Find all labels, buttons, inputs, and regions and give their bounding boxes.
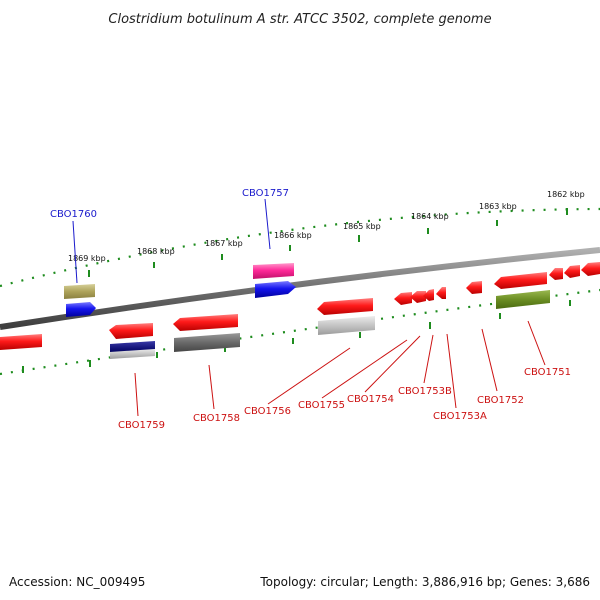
gene-label-minus[interactable]: CBO1755 xyxy=(298,400,345,411)
cds-feature-cbo1756[interactable] xyxy=(318,316,375,335)
gene-arrow[interactable] xyxy=(549,268,563,280)
gene-label-plus[interactable]: CBO1757 xyxy=(242,188,289,199)
gene-label-minus[interactable]: CBO1759 xyxy=(118,420,165,431)
gene-arrow[interactable] xyxy=(581,262,600,276)
label-leaders xyxy=(72,198,546,417)
gene-arrow[interactable] xyxy=(0,334,42,350)
map-title: Clostridium botulinum A str. ATCC 3502, … xyxy=(108,12,491,27)
gene-label-minus[interactable]: CBO1753A xyxy=(433,411,487,422)
plus-strand-features xyxy=(64,263,296,317)
gene-arrow-cbo1756[interactable] xyxy=(317,298,373,315)
scale-label: 1862 kbp xyxy=(547,190,585,199)
scale-label: 1865 kbp xyxy=(343,222,381,231)
gene-arrow-cbo1755[interactable] xyxy=(394,292,412,305)
gene-label-minus[interactable]: CBO1758 xyxy=(193,413,240,424)
accession-label: Accession: NC_009495 xyxy=(9,575,145,589)
gene-arrow-cbo1752[interactable] xyxy=(466,281,482,294)
scale-label: 1866 kbp xyxy=(274,231,312,240)
scale-label: 1868 kbp xyxy=(137,247,175,256)
genome-summary: Topology: circular; Length: 3,886,916 bp… xyxy=(259,575,590,589)
cds-feature-cbo1760[interactable] xyxy=(64,284,95,299)
gene-arrow-cbo1753b[interactable] xyxy=(423,289,434,301)
cds-feature-cbo1759-lower[interactable] xyxy=(110,349,155,359)
gene-label-minus[interactable]: CBO1753B xyxy=(398,386,452,397)
scale-ticks-outer xyxy=(88,208,568,277)
cds-feature-cbo1758[interactable] xyxy=(174,333,240,352)
gene-label-minus[interactable]: CBO1756 xyxy=(244,406,291,417)
gene-arrow-cbo1760[interactable] xyxy=(66,302,96,317)
scale-label: 1869 kbp xyxy=(68,254,106,263)
gene-arrow[interactable] xyxy=(564,265,580,278)
gene-arrow-cbo1758[interactable] xyxy=(173,314,238,331)
gene-label-minus[interactable]: CBO1751 xyxy=(524,367,571,378)
gene-arrow-cbo1753a[interactable] xyxy=(436,287,446,299)
gene-label-plus[interactable]: CBO1760 xyxy=(50,209,97,220)
minus-strand-features xyxy=(0,262,600,359)
cds-feature-cbo1751[interactable] xyxy=(496,290,550,309)
gene-arrow-cbo1751[interactable] xyxy=(494,272,547,289)
gene-label-minus[interactable]: CBO1754 xyxy=(347,394,394,405)
gene-label-minus[interactable]: CBO1752 xyxy=(477,395,524,406)
gene-arrow-cbo1754[interactable] xyxy=(410,291,426,303)
scale-label: 1863 kbp xyxy=(479,202,517,211)
scale-label: 1864 kbp xyxy=(411,212,449,221)
gene-arrow-cbo1759[interactable] xyxy=(109,323,153,339)
cds-feature-cbo1757[interactable] xyxy=(253,263,294,279)
gene-arrow-cbo1757[interactable] xyxy=(255,281,296,298)
scale-label: 1867 kbp xyxy=(205,239,243,248)
